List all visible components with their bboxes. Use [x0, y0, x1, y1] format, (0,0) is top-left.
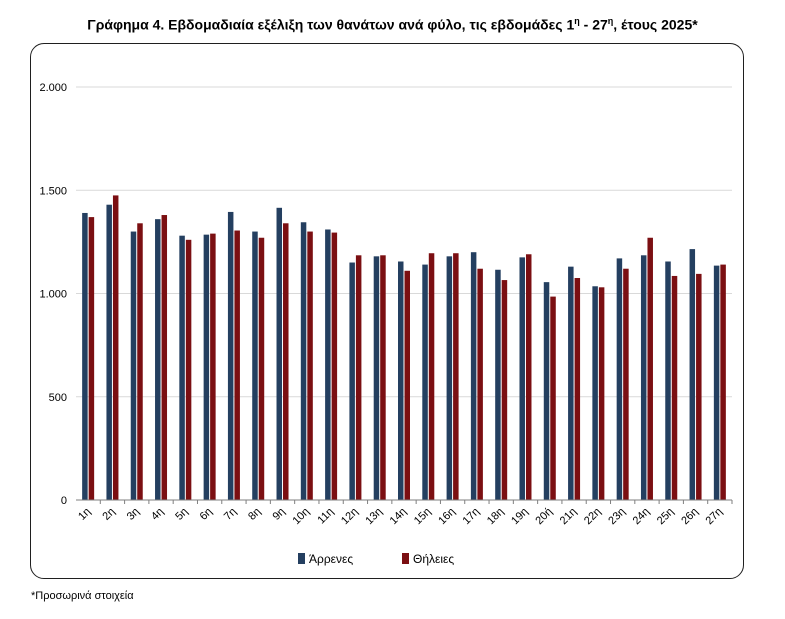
bar-male	[446, 256, 453, 500]
x-tick-label: 14η	[388, 506, 409, 527]
bar-male	[495, 269, 501, 500]
bar-female	[404, 270, 410, 500]
bar-female	[671, 275, 678, 500]
x-tick-label: 21η	[558, 506, 579, 527]
x-tick-label: 19η	[509, 506, 530, 527]
y-tick-label: 500	[49, 392, 67, 404]
bar-male	[568, 266, 574, 500]
x-tick-label: 17η	[461, 506, 482, 527]
x-tick-label: 12η	[339, 506, 360, 527]
bar-male	[640, 255, 647, 500]
legend-swatch-female	[402, 553, 409, 564]
bar-male	[689, 249, 696, 500]
x-tick-label: 11η	[315, 506, 336, 527]
x-tick-label: 18η	[485, 506, 506, 527]
bar-male	[543, 282, 550, 500]
legend-swatch-male	[298, 553, 305, 564]
bar-male	[616, 258, 623, 500]
bar-female	[453, 253, 459, 500]
y-tick-label: 1.000	[39, 289, 67, 301]
bar-male	[519, 257, 525, 500]
bar-male	[203, 234, 210, 500]
y-tick-label: 0	[61, 495, 67, 507]
bar-male	[325, 229, 331, 501]
x-tick-label: 16η	[436, 506, 457, 527]
footnote: *Προσωρινά στοιχεία	[31, 590, 134, 602]
x-tick-label: 8η	[246, 506, 263, 523]
bar-female	[137, 223, 143, 501]
x-tick-label: 5η	[173, 506, 190, 523]
bar-female	[210, 233, 216, 501]
bar-female	[380, 255, 386, 500]
bar-female	[283, 223, 289, 501]
bar-female	[185, 239, 192, 500]
legend-label-female: Θήλειες	[413, 552, 454, 566]
bar-female	[234, 230, 240, 500]
x-tick-label: 23η	[606, 506, 627, 527]
bar-male	[106, 204, 112, 500]
bar-female	[598, 287, 605, 500]
y-tick-label: 1.500	[39, 185, 67, 197]
bar-male	[422, 264, 428, 500]
bar-female	[428, 253, 435, 500]
bar-female	[112, 195, 119, 500]
bar-male	[82, 212, 88, 500]
bar-female	[501, 280, 508, 500]
x-tick-label: 22η	[582, 506, 603, 527]
bar-female	[307, 231, 313, 501]
x-tick-label: 1η	[76, 506, 93, 523]
bar-male	[300, 222, 307, 500]
x-tick-label: 25η	[655, 506, 676, 527]
x-tick-label: 6η	[198, 506, 215, 523]
bar-male	[130, 231, 137, 501]
bar-female	[623, 268, 629, 500]
chart-title: Γράφημα 4. Εβδομαδιαία εξέλιξη των θανάτ…	[87, 16, 698, 33]
x-tick-label: 4η	[149, 506, 166, 523]
bar-male	[592, 286, 598, 500]
chart-frame	[30, 43, 744, 579]
bar-female	[647, 237, 653, 500]
bar-male	[276, 207, 283, 501]
legend-label-male: Άρρενες	[309, 552, 353, 566]
bar-female	[88, 217, 95, 500]
bar-male	[665, 261, 671, 500]
bar-male	[713, 265, 720, 500]
bar-male	[252, 231, 258, 501]
x-tick-label: 15η	[412, 506, 433, 527]
x-tick-label: 9η	[270, 506, 287, 523]
x-tick-label: 10η	[290, 506, 311, 527]
x-tick-label: 7η	[222, 506, 239, 523]
bar-female	[161, 215, 168, 500]
bar-female	[696, 273, 702, 500]
bar-female	[525, 254, 532, 500]
bar-female	[550, 296, 556, 500]
bar-female	[331, 232, 338, 500]
bar-male	[398, 261, 404, 500]
bar-male	[349, 262, 355, 500]
bar-male	[373, 256, 380, 500]
bar-male	[155, 219, 161, 500]
bar-male	[470, 252, 477, 500]
bar-female	[720, 264, 726, 500]
bar-female	[574, 278, 581, 500]
bar-male	[227, 211, 234, 500]
y-tick-label: 2.000	[39, 82, 67, 94]
x-tick-label: 26η	[679, 506, 700, 527]
x-tick-label: 20ή	[533, 506, 554, 527]
x-tick-label: 13η	[363, 506, 384, 527]
x-tick-label: 24η	[631, 506, 652, 527]
x-tick-label: 3η	[125, 506, 142, 523]
bar-female	[355, 255, 362, 500]
bar-male	[179, 235, 185, 500]
x-tick-label: 2η	[100, 506, 117, 523]
bar-female	[258, 237, 265, 500]
bar-female	[477, 268, 483, 500]
x-tick-label: 27η	[704, 506, 725, 527]
